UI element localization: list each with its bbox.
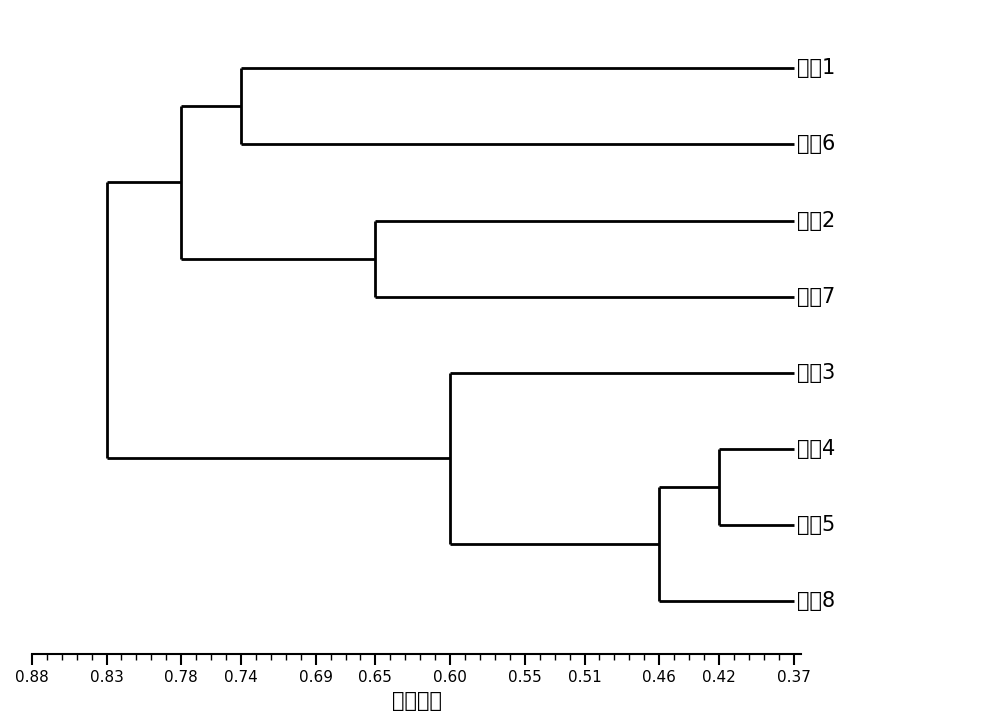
Text: 家礱7: 家礱7 (797, 287, 835, 306)
Text: 家礱6: 家礱6 (797, 134, 835, 155)
Text: 家礱8: 家礱8 (797, 591, 835, 611)
Text: 家礱3: 家礱3 (797, 363, 835, 383)
Text: 家礱1: 家礱1 (797, 58, 835, 78)
Text: 家礱5: 家礱5 (797, 515, 835, 535)
Text: 家礱2: 家礱2 (797, 211, 835, 231)
Text: 家礱4: 家礱4 (797, 439, 835, 459)
X-axis label: 遗传距离: 遗传距离 (392, 691, 442, 711)
